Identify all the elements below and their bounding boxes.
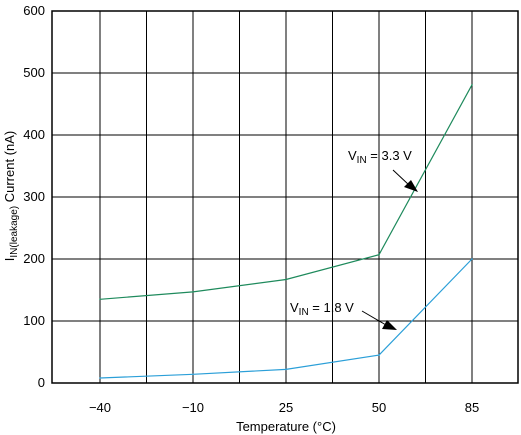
- data-point: [378, 253, 380, 256]
- y-tick-label: 200: [23, 251, 45, 266]
- annotation-label: VIN = 1.8 V: [290, 300, 354, 318]
- grid: [52, 11, 518, 383]
- x-tick-label: 50: [372, 400, 386, 415]
- y-axis-title-main: I: [2, 258, 17, 262]
- data-point: [99, 377, 101, 379]
- annotation-leader: [392, 169, 410, 186]
- y-tick-label: 600: [23, 3, 45, 18]
- annotation-leader: [361, 310, 387, 326]
- data-point: [471, 258, 473, 260]
- x-axis-title: Temperature (°C): [236, 419, 336, 434]
- data-point: [99, 298, 101, 301]
- y-axis-title-rest: Current (nA): [2, 131, 17, 206]
- x-tick-label: −10: [182, 400, 204, 415]
- annotation-vin-3-3: VIN = 3.3 V: [348, 148, 418, 192]
- annotation-label: VIN = 3.3 V: [348, 148, 412, 166]
- y-axis-title: IIN(leakage) Current (nA): [2, 131, 20, 261]
- plot-frame: [51, 10, 519, 384]
- y-tick-label: 500: [23, 65, 45, 80]
- data-point: [378, 354, 380, 356]
- annotation-vin-1-8: VIN = 1.8 V: [290, 300, 397, 330]
- y-tick-labels: 0 100 200 300 400 500 600: [23, 3, 45, 390]
- y-tick-label: 300: [23, 189, 45, 204]
- data-point: [285, 368, 287, 371]
- annotation-arrowhead: [382, 320, 397, 330]
- annotation-arrowhead: [404, 180, 418, 192]
- data-point: [192, 373, 194, 376]
- data-point: [285, 278, 287, 281]
- x-tick-label: −40: [89, 400, 111, 415]
- y-tick-label: 100: [23, 313, 45, 328]
- series-layer: [99, 84, 473, 379]
- x-tick-label: 85: [465, 400, 479, 415]
- data-point: [471, 84, 473, 86]
- y-axis-title-sub: IN(leakage): [9, 206, 20, 258]
- x-tick-labels: −40 −10 25 50 85: [89, 400, 479, 415]
- data-point: [192, 291, 194, 293]
- x-tick-label: 25: [279, 400, 293, 415]
- y-tick-label: 400: [23, 127, 45, 142]
- y-tick-label: 0: [38, 375, 45, 390]
